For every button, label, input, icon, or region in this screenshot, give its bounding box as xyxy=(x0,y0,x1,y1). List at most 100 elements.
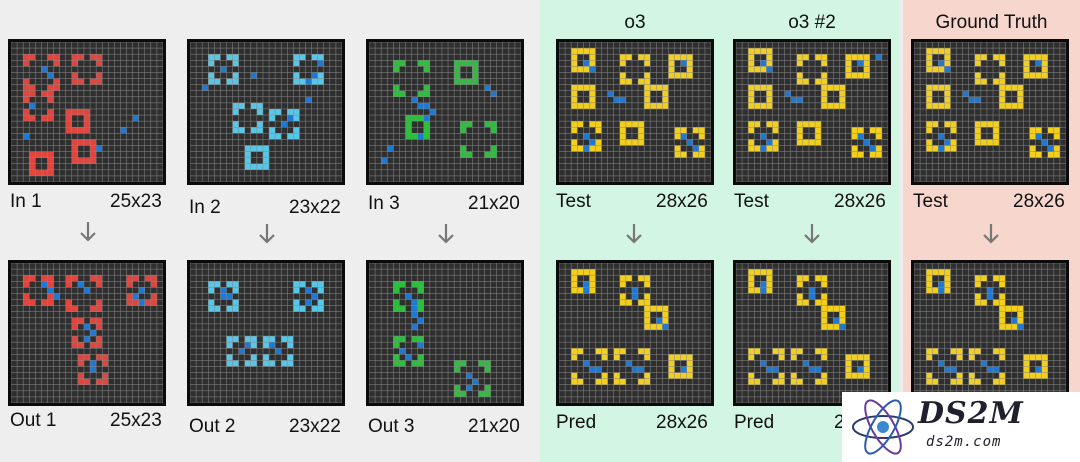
frame-cell xyxy=(631,121,639,128)
frame-cell xyxy=(698,145,705,152)
frame-cell xyxy=(999,275,1006,282)
frame-cell xyxy=(851,72,858,79)
frame-cell xyxy=(262,354,270,361)
blue-cell xyxy=(226,293,233,300)
frame-cell xyxy=(484,390,491,397)
frame-cell xyxy=(999,102,1006,109)
frame-cell xyxy=(417,360,424,367)
frame-cell xyxy=(1023,354,1030,361)
frame-cell xyxy=(232,299,239,306)
test-label-o3: Test xyxy=(556,191,591,212)
frame-cell xyxy=(478,360,485,367)
frame-cell xyxy=(656,84,663,91)
frame-cell xyxy=(90,145,97,152)
frame-cell xyxy=(796,127,803,134)
in-2-label: In 2 xyxy=(189,197,221,218)
frame-cell xyxy=(23,60,30,67)
frame-cell xyxy=(460,360,467,367)
grid-canvas xyxy=(559,263,711,403)
frame-cell xyxy=(71,108,78,116)
frame-cell xyxy=(680,72,687,79)
frame-cell xyxy=(1035,151,1042,158)
blue-cell xyxy=(23,133,30,140)
frame-cell xyxy=(41,90,48,97)
frame-cell xyxy=(778,348,785,355)
down-arrow-icon xyxy=(259,224,275,244)
frame-cell xyxy=(613,378,620,385)
frame-cell xyxy=(999,372,1006,379)
blue-cell xyxy=(607,90,614,97)
frame-cell xyxy=(417,299,424,306)
frame-cell xyxy=(863,54,870,61)
ground-truth-column-title: Ground Truth xyxy=(935,12,1048,33)
frame-cell xyxy=(932,287,939,294)
frame-cell xyxy=(668,360,675,367)
frame-cell xyxy=(754,102,761,109)
o3-2-column-title: o3 #2 xyxy=(788,12,836,33)
frame-cell xyxy=(405,127,412,134)
blue-cell xyxy=(766,139,773,146)
frame-cell xyxy=(1029,133,1036,140)
frame-cell xyxy=(796,281,803,288)
frame-cell xyxy=(287,354,294,361)
frame-cell xyxy=(698,151,705,158)
frame-cell xyxy=(102,378,109,385)
frame-cell xyxy=(299,78,306,85)
frame-cell xyxy=(974,121,981,128)
frame-cell xyxy=(1053,145,1060,152)
frame-cell xyxy=(766,54,773,61)
frame-cell xyxy=(619,127,626,134)
pred-size-o3: 28x26 xyxy=(656,412,708,433)
blue-cell xyxy=(589,139,596,146)
frame-cell xyxy=(317,299,324,306)
frame-cell xyxy=(613,354,620,361)
frame-cell xyxy=(595,348,602,355)
frame-cell xyxy=(644,60,651,67)
frame-cell xyxy=(65,127,72,134)
frame-cell xyxy=(650,323,657,330)
frame-cell xyxy=(583,84,590,91)
frame-cell xyxy=(790,372,797,379)
blue-cell xyxy=(815,366,822,373)
frame-cell xyxy=(796,78,803,85)
out-1-size: 25x23 xyxy=(110,410,162,431)
frame-cell xyxy=(932,348,939,355)
frame-cell xyxy=(944,287,951,294)
frame-cell xyxy=(692,151,699,158)
frame-cell xyxy=(851,133,858,140)
frame-cell xyxy=(29,54,36,61)
pred-label-o3: Pred xyxy=(556,412,597,433)
frame-cell xyxy=(999,311,1006,318)
frame-cell xyxy=(644,84,651,91)
frame-cell xyxy=(90,305,97,312)
frame-cell xyxy=(577,102,584,109)
frame-cell xyxy=(851,54,858,61)
frame-cell xyxy=(926,121,933,128)
pred-label-o3-2: Pred xyxy=(734,412,775,433)
frame-cell xyxy=(662,96,669,103)
frame-cell xyxy=(96,336,103,343)
frame-cell xyxy=(1011,102,1018,109)
blue-cell xyxy=(220,293,227,300)
frame-cell xyxy=(47,54,54,61)
frame-cell xyxy=(71,275,78,282)
frame-cell xyxy=(644,311,651,318)
frame-cell xyxy=(460,151,467,158)
frame-cell xyxy=(638,121,645,128)
frame-cell xyxy=(863,354,870,361)
in-3-size: 21x20 xyxy=(468,193,520,214)
frame-cell xyxy=(417,115,424,122)
frame-cell xyxy=(790,378,797,385)
frame-cell xyxy=(760,84,767,91)
frame-cell xyxy=(986,121,994,128)
blue-cell xyxy=(90,329,97,337)
blue-cell xyxy=(631,366,639,373)
frame-cell xyxy=(1017,317,1024,324)
frame-cell xyxy=(993,78,1000,85)
frame-cell xyxy=(71,305,78,312)
frame-cell xyxy=(760,269,767,276)
blue-cell xyxy=(869,145,876,152)
frame-cell xyxy=(311,281,318,288)
frame-cell xyxy=(90,342,97,349)
frame-cell xyxy=(1035,127,1042,134)
